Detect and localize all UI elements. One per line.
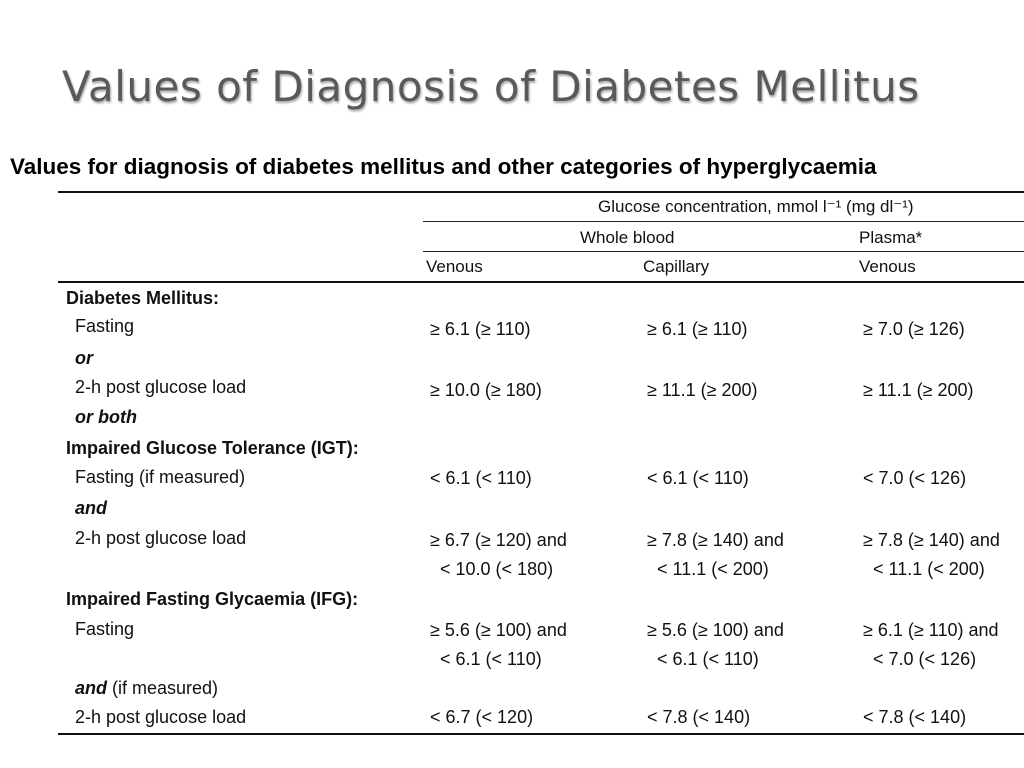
conjunction-and-if-measured: and (if measured) [75, 677, 218, 699]
cell-plasma-upper: < 7.0 (< 126) [873, 649, 977, 669]
cell-plasma: ≥ 11.1 (≥ 200) [863, 380, 974, 400]
cell-plasma: < 7.8 (< 140) [863, 707, 967, 727]
table-bottom-rule [58, 733, 1024, 735]
header-bottom-rule [58, 281, 1024, 283]
conjunction-or: or [75, 348, 93, 368]
cell-venous: < 6.1 (< 110) [430, 468, 532, 488]
header-venous-plasma: Venous [859, 257, 916, 276]
table-title: Values for diagnosis of diabetes mellitu… [10, 154, 877, 179]
cell-venous: ≥ 5.6 (≥ 100) and [430, 620, 567, 640]
row-label: Fasting (if measured) [75, 467, 246, 487]
cell-plasma: < 7.0 (< 126) [863, 468, 967, 488]
row-label: Fasting [75, 316, 135, 336]
cell-capillary: < 6.1 (< 110) [647, 468, 749, 488]
cell-venous: ≥ 6.1 (≥ 110) [430, 319, 531, 339]
cell-capillary-upper: < 6.1 (< 110) [657, 649, 759, 669]
header-venous-whole-blood: Venous [426, 257, 483, 276]
cell-venous: < 6.7 (< 120) [430, 707, 534, 727]
row-label: 2-h post glucose load [75, 528, 247, 548]
cell-plasma: ≥ 6.1 (≥ 110) and [863, 620, 999, 640]
cell-capillary-upper: < 11.1 (< 200) [657, 559, 769, 579]
cell-capillary: ≥ 6.1 (≥ 110) [647, 319, 748, 339]
cell-venous-upper: < 6.1 (< 110) [440, 649, 542, 669]
if-measured-note: (if measured) [107, 678, 219, 698]
row-label: 2-h post glucose load [75, 377, 247, 397]
category-igt: Impaired Glucose Tolerance (IGT): [66, 438, 359, 458]
cell-venous-upper: < 10.0 (< 180) [440, 559, 554, 579]
table-top-rule [58, 191, 1024, 193]
header-plasma: Plasma* [859, 228, 923, 247]
category-diabetes-mellitus: Diabetes Mellitus: [66, 288, 220, 308]
category-ifg: Impaired Fasting Glycaemia (IFG): [66, 589, 359, 609]
slide-title: Values of Diagnosis of Diabetes Mellitus [62, 62, 920, 111]
cell-plasma: ≥ 7.8 (≥ 140) and [863, 530, 1000, 550]
conjunction-and: and [75, 678, 108, 698]
cell-venous: ≥ 6.7 (≥ 120) and [430, 530, 567, 550]
row-label: 2-h post glucose load [75, 707, 247, 727]
cell-plasma-upper: < 11.1 (< 200) [873, 559, 985, 579]
row-label: Fasting [75, 619, 135, 639]
cell-plasma: ≥ 7.0 (≥ 126) [863, 319, 965, 339]
header-whole-blood: Whole blood [580, 228, 675, 247]
cell-capillary: ≥ 5.6 (≥ 100) and [647, 620, 784, 640]
header-group-rule [423, 221, 1024, 222]
cell-venous: ≥ 10.0 (≥ 180) [430, 380, 542, 400]
header-capillary: Capillary [643, 257, 710, 276]
conjunction-and: and [75, 498, 108, 518]
conjunction-or-both: or both [75, 407, 137, 427]
header-subgroup-rule [423, 251, 1024, 252]
cell-capillary: ≥ 7.8 (≥ 140) and [647, 530, 784, 550]
cell-capillary: ≥ 11.1 (≥ 200) [647, 380, 758, 400]
cell-capillary: < 7.8 (< 140) [647, 707, 751, 727]
header-glucose-concentration: Glucose concentration, mmol l⁻¹ (mg dl⁻¹… [598, 197, 914, 216]
